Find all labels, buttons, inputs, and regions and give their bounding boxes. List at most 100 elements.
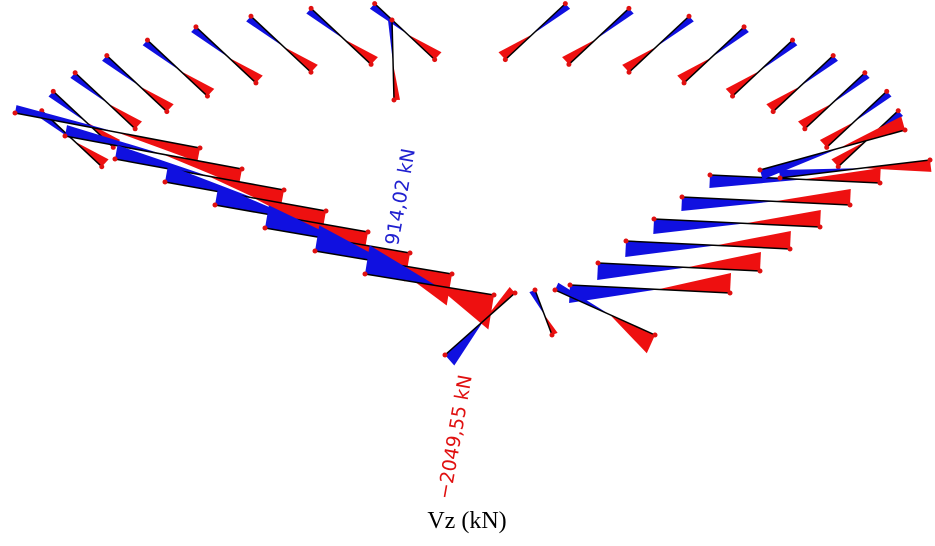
node — [323, 208, 329, 214]
node — [895, 108, 901, 114]
node — [681, 80, 687, 86]
shear-positive — [365, 245, 436, 286]
shear-negative — [483, 287, 515, 321]
member-axis — [625, 240, 791, 250]
member-axis — [804, 72, 866, 130]
node — [626, 69, 632, 75]
member-axis — [74, 72, 136, 130]
member-axis — [569, 284, 731, 294]
node — [197, 145, 203, 151]
node — [567, 282, 573, 288]
shear-positive — [246, 16, 284, 48]
node — [62, 133, 68, 139]
node — [532, 287, 538, 293]
node — [372, 1, 378, 7]
shear-negative — [819, 122, 854, 148]
member-axis — [14, 112, 201, 149]
member-axis — [597, 262, 761, 272]
node — [884, 88, 890, 94]
shear-negative — [658, 273, 731, 293]
shear-positive — [102, 55, 140, 87]
shear-positive — [529, 290, 545, 315]
shear-negative — [344, 39, 378, 65]
shear-negative — [803, 168, 881, 183]
node — [862, 70, 868, 76]
node — [253, 80, 259, 86]
caption: Vz (kN) — [427, 508, 506, 534]
shear-negative — [716, 231, 791, 249]
shear-positive — [369, 3, 408, 35]
node — [707, 172, 713, 178]
member-axis — [772, 55, 834, 113]
node — [110, 144, 116, 150]
member-axis — [374, 3, 436, 61]
shear-positive — [595, 8, 634, 40]
shear-positive — [165, 165, 254, 198]
shear-positive — [800, 55, 838, 87]
member-axis — [64, 135, 243, 170]
node — [389, 17, 395, 23]
node — [770, 109, 776, 115]
node — [757, 167, 763, 173]
shear-negative — [283, 47, 318, 73]
member-axis — [444, 292, 516, 356]
shear-positive — [555, 282, 610, 315]
node — [727, 290, 733, 296]
shear-positive — [532, 3, 571, 35]
shear-negative — [108, 103, 142, 129]
member-axis — [628, 15, 690, 73]
node — [164, 109, 170, 115]
shear-positive — [445, 320, 484, 366]
member-axis — [250, 15, 312, 73]
shear-positive — [759, 40, 798, 71]
shear-positive — [48, 91, 87, 123]
shear-negative — [839, 116, 905, 148]
node — [365, 229, 371, 235]
node — [308, 5, 314, 11]
node — [449, 271, 455, 277]
member-axis — [310, 7, 372, 65]
shear-negative — [407, 34, 442, 60]
shear-negative — [116, 132, 200, 162]
node — [99, 164, 105, 170]
member-axis — [195, 26, 257, 84]
shear-positive — [711, 26, 749, 58]
node — [566, 61, 572, 67]
node — [623, 238, 629, 244]
node — [824, 144, 830, 150]
shear-negative — [610, 314, 655, 354]
node — [442, 352, 448, 358]
member-axis — [364, 273, 495, 296]
member-axis — [391, 19, 395, 101]
node — [817, 224, 823, 230]
node — [757, 268, 763, 274]
node — [902, 127, 908, 133]
node — [549, 332, 555, 338]
member-axis — [114, 158, 285, 191]
member-axis — [568, 7, 630, 65]
node — [562, 1, 568, 7]
node — [239, 166, 245, 172]
shear-negative — [562, 39, 596, 65]
shear-negative — [725, 70, 760, 97]
shear-negative — [544, 314, 558, 335]
shear-positive — [115, 145, 208, 177]
node — [847, 202, 853, 208]
node — [12, 110, 18, 116]
min-label: −2049,55 kN — [433, 373, 477, 501]
node — [432, 57, 438, 63]
shear-negative — [862, 160, 932, 172]
shear-positive — [569, 285, 658, 303]
member-axis — [653, 218, 821, 228]
node — [144, 37, 150, 43]
node — [830, 53, 836, 59]
node — [730, 93, 736, 99]
node — [927, 157, 933, 163]
shear-positive — [853, 91, 892, 123]
node — [132, 126, 138, 132]
node — [50, 88, 56, 94]
shear-positive — [306, 8, 345, 40]
shear-positive — [191, 26, 229, 58]
node — [104, 53, 110, 59]
